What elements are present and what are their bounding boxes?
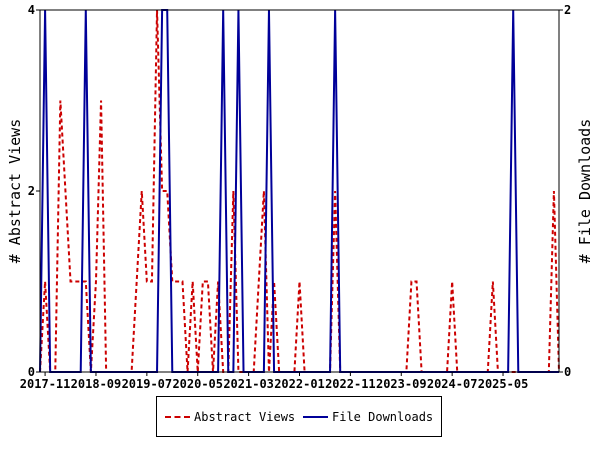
legend-item-file-downloads: File Downloads [303, 410, 433, 424]
x-tick-label: 2024-07 [427, 377, 478, 391]
x-tick-label: 2021-03 [223, 377, 274, 391]
series-line-file-downloads [39, 9, 559, 373]
left-y-axis-title: # Abstract Views [6, 119, 24, 264]
right-y-axis-title: # File Downloads [576, 119, 594, 264]
x-tick-label: 2025-05 [478, 377, 529, 391]
right-y-tick-label: 0 [564, 365, 571, 379]
x-tick-label: 2023-09 [376, 377, 427, 391]
legend-swatch-file-downloads [303, 416, 328, 418]
legend-swatch-abstract-views [165, 416, 190, 418]
series-line-abstract-views [39, 9, 560, 373]
legend-label-abstract-views: Abstract Views [194, 410, 296, 424]
legend-label-file-downloads: File Downloads [332, 410, 434, 424]
left-y-tick-label: 4 [28, 3, 35, 17]
x-tick-label: 2017-11 [20, 377, 71, 391]
right-y-tick-label: 2 [564, 3, 571, 17]
x-axis: 2017-11 2018-09 2019-07 2020-05 2021-03 2022-… [20, 372, 529, 391]
x-tick-label: 2022-11 [325, 377, 376, 391]
x-tick-label: 2020-05 [172, 377, 223, 391]
x-tick-label: 2022-01 [274, 377, 325, 391]
left-y-axis: 0 2 4 [28, 3, 40, 379]
left-y-tick-label: 2 [28, 184, 35, 198]
legend-item-abstract-views: Abstract Views [165, 410, 295, 424]
right-y-axis: 02 [559, 3, 571, 379]
x-tick-label: 2018-09 [71, 377, 122, 391]
plot-area-frame [39, 9, 560, 373]
left-y-tick-label: 0 [28, 365, 35, 379]
legend: Abstract Views File Downloads [156, 396, 442, 437]
series-layer [39, 9, 560, 373]
x-tick-label: 2019-07 [122, 377, 173, 391]
